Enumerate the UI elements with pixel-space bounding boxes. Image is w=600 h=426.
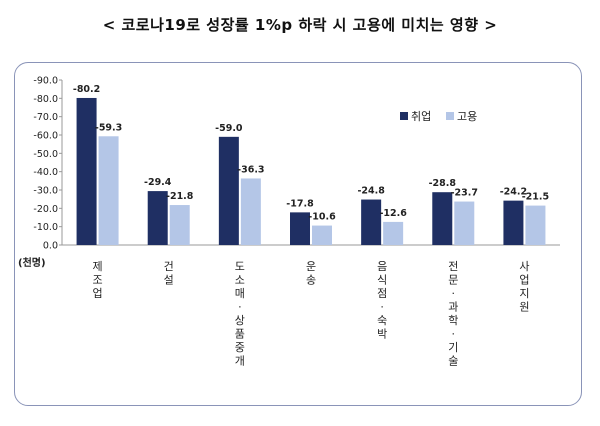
unit-label: (천명)	[18, 256, 46, 269]
legend-label: 취업	[411, 110, 431, 123]
bar-employment	[312, 225, 332, 245]
data-label: -80.2	[73, 84, 100, 95]
category-labels: 제 조 업 건 설 도 소 매 · 상 품 중 개 운 송 음 식 점 · 숙 박 전 문 · 과 학 · 기 술 사 업 지 원	[93, 260, 530, 368]
data-label: -24.8	[357, 186, 385, 197]
y-tick-labels: -90.0 -80.0 -70.0 -60.0 -50.0 -40.0 -30.0 -20.0…	[33, 76, 62, 252]
data-label: -28.8	[429, 178, 457, 189]
y-tick-label: -90.0	[33, 76, 58, 87]
bar-employment	[454, 201, 475, 245]
data-label: -29.4	[144, 177, 172, 188]
y-tick-label: -60.0	[33, 131, 58, 142]
data-label: -12.6	[379, 208, 407, 219]
y-tick-label: -50.0	[33, 149, 58, 160]
data-label: -59.3	[95, 122, 122, 133]
data-label: -23.7	[451, 188, 478, 199]
data-label: -24.2	[500, 187, 527, 198]
legend-label: 고용	[457, 110, 477, 123]
y-tick-label: -80.0	[33, 94, 58, 105]
y-tick-label: -30.0	[33, 186, 58, 197]
y-tick-label: -10.0	[33, 222, 58, 233]
bar-employment	[525, 205, 546, 245]
y-tick-label: -40.0	[33, 167, 58, 178]
category-label: 전 문 · 과 학 · 기 술	[448, 260, 458, 368]
y-tick-label: 0.0	[43, 241, 58, 252]
bar-employment	[240, 178, 261, 245]
category-label: 도 소 매 · 상 품 중 개	[235, 260, 245, 368]
y-tick-label: -70.0	[33, 112, 58, 123]
bar-employed	[503, 200, 524, 245]
data-label: -21.5	[522, 192, 549, 203]
data-label: -59.0	[215, 123, 243, 134]
chart-title: < 코로나19로 성장률 1%p 하락 시 고용에 미치는 영향 >	[102, 16, 498, 34]
data-labels: -80.2 -59.3 -29.4 -21.8 -59.0 -36.3 -17.8 -10.6…	[73, 84, 549, 223]
y-tick-label: -20.0	[33, 204, 58, 215]
bar-employment	[169, 205, 190, 245]
bar-employed	[290, 212, 310, 245]
data-label: -17.8	[286, 198, 314, 209]
bar-employed	[361, 199, 382, 245]
legend-swatch	[446, 112, 454, 120]
data-label: -36.3	[237, 164, 264, 175]
data-label: -21.8	[166, 191, 194, 202]
bar-employment	[98, 136, 119, 245]
bar-employed	[147, 191, 168, 245]
bar-employed	[432, 192, 453, 245]
bar-employed	[76, 97, 97, 245]
bar-employed	[218, 136, 239, 245]
category-label: 음 식 점 · 숙 박	[377, 260, 387, 341]
bar-employment	[383, 221, 404, 245]
chart-panel	[14, 62, 582, 406]
legend: 취업 고용	[400, 110, 477, 123]
data-label: -10.6	[308, 212, 336, 223]
bars	[76, 97, 546, 245]
legend-swatch	[400, 112, 408, 120]
